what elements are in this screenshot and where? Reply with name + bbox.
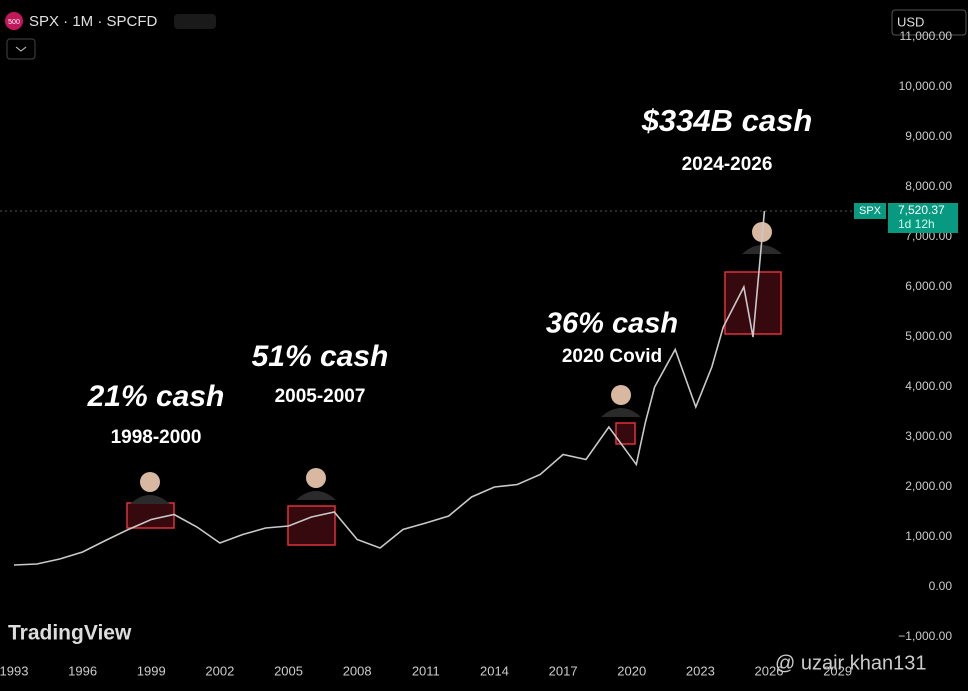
annotation-subtitle: 1998-2000	[111, 427, 202, 448]
brand: TradingView	[8, 622, 132, 645]
annotation-title: 36% cash	[546, 308, 678, 340]
price-tag	[854, 202, 886, 219]
y-tick-label: −1,000.00	[898, 629, 952, 643]
annotation-title: $334B cash	[641, 103, 813, 138]
x-tick-label: 2014	[480, 663, 509, 678]
portrait-body	[601, 408, 641, 417]
annotation-title: 51% cash	[252, 340, 389, 373]
x-tick-label: 1999	[137, 663, 166, 678]
highlight-box	[615, 422, 636, 445]
x-tick-label: 2002	[205, 663, 234, 678]
annotation-subtitle: 2020 Covid	[562, 346, 662, 367]
x-tick-label: 1993	[0, 663, 28, 678]
portrait-head	[611, 385, 631, 405]
badge-text: 500	[8, 19, 20, 26]
annotation-subtitle: 2024-2026	[682, 154, 773, 175]
currency-select[interactable]	[891, 9, 967, 36]
chevron	[15, 46, 27, 52]
y-tick-label: 8,000.00	[905, 179, 952, 193]
highlight-box	[724, 271, 782, 335]
portrait-body	[296, 491, 336, 500]
x-tick-label: 1996	[68, 663, 97, 678]
y-tick-label: 1,000.00	[905, 529, 952, 543]
x-tick-label: 2008	[343, 663, 372, 678]
y-tick-label: 3,000.00	[905, 429, 952, 443]
x-tick-label: 2017	[549, 663, 578, 678]
price-line	[13, 210, 766, 566]
annotation-title: 21% cash	[87, 380, 225, 413]
price-countdown: 1d 12h	[898, 217, 935, 231]
symbol-badge	[5, 12, 23, 30]
status-pill	[174, 14, 216, 29]
y-tick-label: 0.00	[929, 579, 953, 593]
portrait-head	[306, 468, 326, 488]
y-tick-label: 10,000.00	[899, 79, 953, 93]
highlight-box	[287, 505, 336, 546]
x-tick-label: 2011	[412, 663, 440, 678]
currency: USD	[897, 14, 924, 29]
x-tick-label: 2020	[617, 663, 646, 678]
collapse-button[interactable]	[6, 38, 36, 60]
x-tick-label: 2026	[755, 663, 784, 678]
portrait-body	[130, 495, 170, 504]
portrait-body	[742, 245, 782, 254]
symbol-title: SPX · 1M · SPCFD	[29, 13, 158, 30]
watermark: @ uzair khan131	[775, 652, 927, 674]
y-tick-label: 4,000.00	[905, 379, 952, 393]
x-tick-label: 2005	[274, 663, 303, 678]
price-tag-box	[888, 202, 958, 233]
portrait-head	[140, 472, 160, 492]
price-tag-symbol: SPX	[859, 205, 882, 217]
annotation-subtitle: 2005-2007	[275, 386, 366, 407]
x-tick-label: 2023	[686, 663, 715, 678]
y-tick-label: 11,000.00	[900, 29, 953, 43]
y-tick-label: 9,000.00	[905, 129, 952, 143]
price-tag-value: 7,520.37	[898, 203, 945, 217]
y-tick-label: 2,000.00	[905, 479, 952, 493]
y-tick-label: 5,000.00	[905, 329, 952, 343]
x-tick-label: 2029	[823, 663, 852, 678]
y-tick-label: 6,000.00	[905, 279, 952, 293]
